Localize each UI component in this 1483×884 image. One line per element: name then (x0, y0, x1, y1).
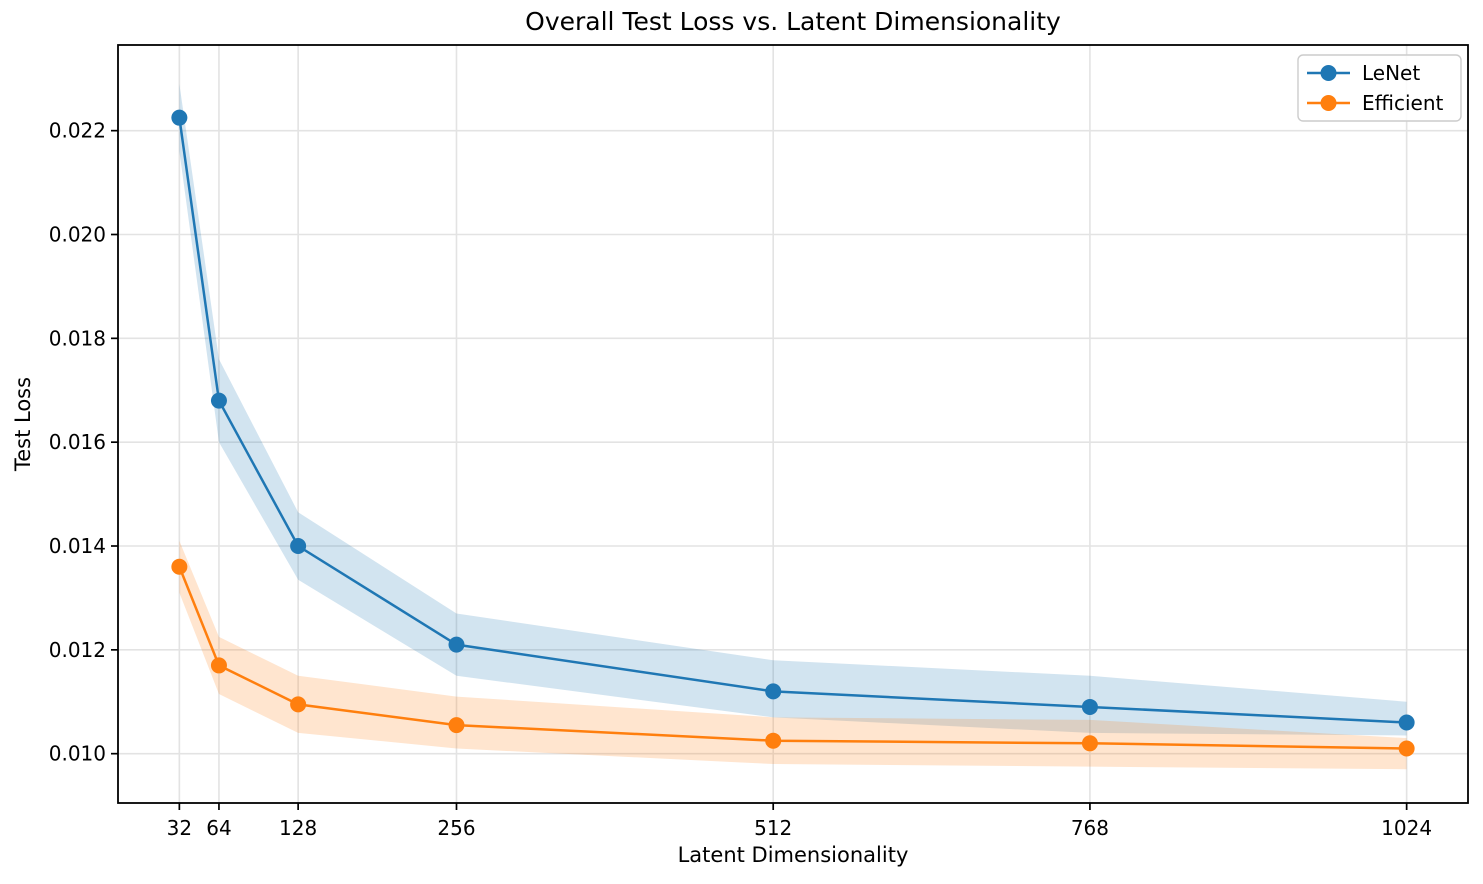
y-tick-label: 0.010 (49, 742, 106, 766)
data-point-lenet (1398, 714, 1415, 731)
data-point-lenet (448, 636, 465, 653)
x-tick-label: 512 (754, 816, 792, 840)
legend: LeNet Efficient (1297, 54, 1462, 122)
data-point-efficient (290, 696, 307, 713)
series-layer (171, 109, 1415, 757)
y-axis-label: Test Loss (11, 377, 35, 472)
x-tick-label: 768 (1071, 816, 1109, 840)
legend-marker-lenet (1320, 65, 1337, 81)
y-tick-label: 0.018 (49, 326, 106, 350)
plot-border (117, 44, 1469, 804)
legend-label-lenet: LeNet (1362, 61, 1420, 85)
x-tick-label: 1024 (1381, 816, 1432, 840)
series-line-lenet (178, 117, 1407, 724)
y-tick-label: 0.012 (49, 638, 106, 662)
x-tick-label: 64 (206, 816, 231, 840)
grid-layer (118, 45, 1468, 803)
x-tick-label: 256 (437, 816, 475, 840)
data-point-lenet (1081, 698, 1098, 715)
confidence-band-efficient (179, 540, 1407, 770)
data-point-efficient (1081, 735, 1098, 752)
confidence-band-lenet (179, 83, 1407, 736)
y-tick-label: 0.016 (49, 430, 106, 454)
data-point-lenet (765, 683, 782, 700)
data-point-efficient (448, 717, 465, 734)
data-point-efficient (1398, 740, 1415, 757)
chart-title: Overall Test Loss vs. Latent Dimensional… (525, 7, 1061, 36)
data-point-efficient (171, 558, 188, 575)
data-point-lenet (210, 392, 227, 409)
legend-marker-efficient (1320, 95, 1337, 111)
y-tick-label: 0.020 (49, 223, 106, 247)
data-point-efficient (210, 657, 227, 674)
legend-frame (1297, 54, 1462, 122)
tick-layer: 32 64 128 256 512 768 1024 0.010 0.012 0.014 0.016… (49, 119, 1432, 840)
y-tick-label: 0.022 (49, 119, 106, 143)
data-point-lenet (171, 109, 188, 126)
data-point-efficient (765, 732, 782, 749)
x-tick-label: 32 (167, 816, 192, 840)
x-tick-label: 128 (279, 816, 317, 840)
x-axis-label: Latent Dimensionality (678, 843, 909, 867)
data-point-lenet (290, 538, 307, 555)
y-tick-label: 0.014 (49, 534, 106, 558)
band-layer (179, 83, 1407, 770)
legend-label-efficient: Efficient (1362, 91, 1444, 115)
